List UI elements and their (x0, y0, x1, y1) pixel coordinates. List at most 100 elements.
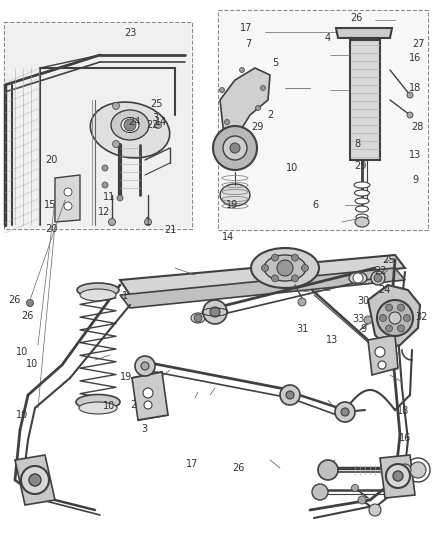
Circle shape (375, 347, 385, 357)
Circle shape (292, 275, 299, 282)
Circle shape (135, 356, 155, 376)
Text: 26: 26 (21, 311, 33, 320)
Ellipse shape (90, 102, 170, 158)
Text: 14: 14 (155, 117, 167, 126)
Circle shape (341, 408, 349, 416)
Circle shape (298, 298, 306, 306)
Polygon shape (220, 68, 270, 145)
Text: 10: 10 (16, 410, 28, 420)
Circle shape (117, 195, 123, 201)
Circle shape (301, 264, 308, 271)
Text: 4: 4 (325, 34, 331, 43)
Circle shape (379, 314, 386, 321)
Text: 10: 10 (26, 359, 38, 368)
Text: 17: 17 (186, 459, 198, 469)
Text: 10: 10 (286, 163, 298, 173)
Text: 29: 29 (251, 122, 264, 132)
Text: 29: 29 (354, 161, 366, 171)
Text: 25: 25 (151, 99, 163, 109)
Bar (5, 23, 191, 228)
Ellipse shape (354, 182, 370, 188)
Circle shape (29, 474, 41, 486)
Text: 2: 2 (131, 400, 137, 410)
Ellipse shape (349, 272, 367, 284)
Circle shape (64, 202, 72, 210)
Ellipse shape (371, 271, 385, 285)
Text: 26: 26 (233, 463, 245, 473)
Circle shape (27, 300, 33, 306)
Polygon shape (380, 455, 415, 498)
Text: 14: 14 (222, 232, 234, 242)
Bar (219, 11, 427, 229)
Circle shape (389, 312, 401, 324)
Polygon shape (336, 28, 392, 38)
Text: 26: 26 (350, 13, 362, 23)
Circle shape (124, 119, 136, 131)
Ellipse shape (354, 190, 370, 196)
Circle shape (410, 462, 426, 478)
Circle shape (398, 325, 405, 332)
Circle shape (385, 304, 392, 311)
Text: 3: 3 (141, 424, 148, 434)
Text: 1: 1 (145, 217, 151, 227)
Circle shape (113, 102, 120, 109)
Circle shape (210, 307, 220, 317)
Text: 17: 17 (240, 23, 252, 33)
Circle shape (277, 260, 293, 276)
Circle shape (318, 460, 338, 480)
Circle shape (386, 464, 410, 488)
Circle shape (280, 385, 300, 405)
Text: 26: 26 (8, 295, 20, 305)
Circle shape (109, 219, 116, 225)
Circle shape (398, 304, 405, 311)
Ellipse shape (80, 289, 116, 301)
Text: 32: 32 (415, 312, 427, 322)
Text: 16: 16 (409, 53, 421, 63)
Circle shape (272, 254, 279, 261)
Circle shape (272, 275, 279, 282)
Circle shape (255, 106, 261, 110)
Circle shape (145, 219, 152, 225)
Ellipse shape (406, 458, 430, 482)
Text: 9: 9 (412, 175, 418, 185)
Ellipse shape (121, 117, 139, 133)
Text: 24: 24 (129, 117, 141, 126)
Circle shape (312, 484, 328, 500)
Circle shape (335, 402, 355, 422)
Circle shape (230, 143, 240, 153)
Text: 1: 1 (122, 291, 128, 301)
Text: 15: 15 (44, 200, 57, 210)
Ellipse shape (399, 464, 411, 476)
Polygon shape (55, 175, 80, 222)
Circle shape (144, 401, 152, 409)
Polygon shape (120, 268, 405, 308)
Circle shape (353, 273, 363, 283)
Circle shape (352, 484, 358, 491)
Circle shape (64, 188, 72, 196)
Circle shape (369, 504, 381, 516)
Circle shape (286, 391, 294, 399)
Text: 13: 13 (409, 150, 421, 160)
Text: 22: 22 (146, 120, 159, 130)
Circle shape (292, 254, 299, 261)
Circle shape (203, 300, 227, 324)
Circle shape (407, 92, 413, 98)
Ellipse shape (191, 313, 205, 323)
Text: 25: 25 (383, 255, 395, 265)
Circle shape (223, 136, 247, 160)
Circle shape (213, 126, 257, 170)
Polygon shape (15, 455, 55, 505)
Text: 10: 10 (102, 401, 115, 411)
Ellipse shape (77, 283, 119, 297)
Text: 10: 10 (16, 347, 28, 357)
Text: 12: 12 (98, 207, 110, 217)
Text: 13: 13 (326, 335, 338, 344)
Ellipse shape (79, 402, 117, 414)
Circle shape (102, 165, 108, 171)
Polygon shape (132, 372, 168, 420)
Text: 33: 33 (352, 314, 364, 324)
Circle shape (225, 119, 230, 125)
Bar (350, 40, 380, 160)
Text: 5: 5 (272, 58, 278, 68)
Circle shape (113, 141, 120, 148)
